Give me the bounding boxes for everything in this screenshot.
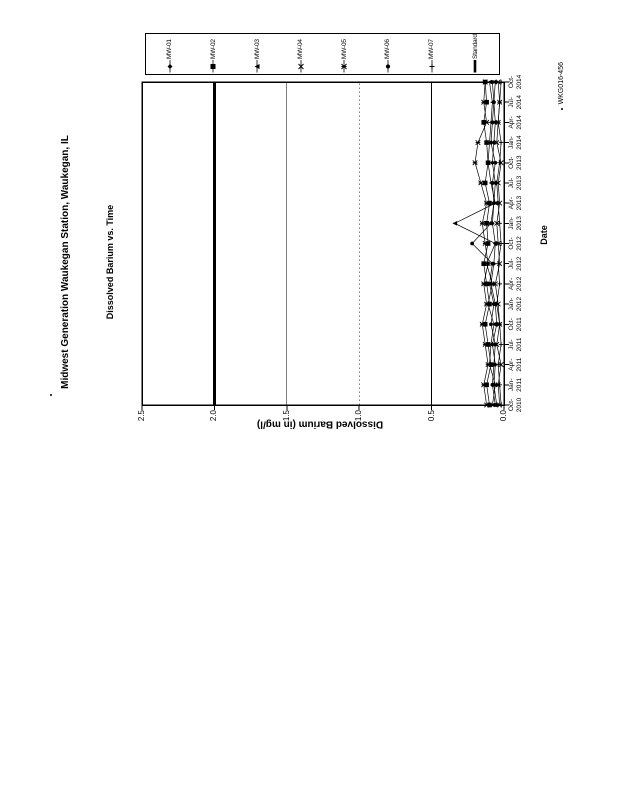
scan-speckle — [50, 394, 52, 396]
legend-box: MW-01 MW-02 MW-03 MW-04 MW-05 MW-06 MW-07 Stand… — [145, 33, 500, 75]
legend-entry-standard: Standard — [470, 34, 480, 73]
legend-label: MW-06 — [384, 39, 392, 59]
series-MW-07 — [494, 79, 504, 408]
value-tick-label: 0.0 — [499, 410, 508, 422]
legend-entry-mw-07: MW-07 — [427, 34, 437, 73]
legend-label: Standard — [471, 34, 479, 59]
series-MW-03 — [452, 79, 498, 408]
date-tick-label: Oct- 2014 — [508, 74, 523, 90]
value-tick-label: 2.5 — [137, 410, 146, 422]
legend-label: MW-01 — [166, 39, 174, 59]
plot-area — [141, 79, 509, 410]
legend-label: MW-04 — [297, 39, 305, 59]
legend-label: MW-03 — [253, 39, 261, 59]
scan-speckle — [561, 108, 563, 110]
triangle-marker-icon — [254, 60, 260, 73]
legend-label: MW-07 — [428, 39, 436, 59]
value-tick-label: 2.0 — [209, 410, 219, 422]
chart-canvas-rotated: Midwest Generation Waukegan Station, Wau… — [57, 18, 569, 430]
legend-entry-mw-01: MW-01 — [165, 34, 175, 73]
asterisk-marker-icon — [341, 60, 348, 73]
thick-line-icon — [473, 60, 477, 73]
circle-marker-icon — [385, 60, 391, 73]
value-axis-title: Dissolved Barium (in mg/l) — [256, 418, 384, 430]
square-marker-icon — [210, 60, 216, 73]
plus-marker-icon — [429, 60, 435, 73]
legend-entry-mw-02: MW-02 — [208, 34, 218, 73]
legend-label: MW-05 — [340, 39, 348, 59]
value-tick-label: 0.5 — [426, 410, 436, 422]
diamond-marker-icon — [167, 60, 173, 73]
x-marker-icon — [297, 60, 304, 73]
legend-entry-mw-03: MW-03 — [252, 34, 262, 73]
legend-label: MW-02 — [209, 39, 217, 59]
series-MW-05 — [472, 79, 491, 408]
legend-entry-mw-04: MW-04 — [296, 34, 306, 73]
legend-entry-mw-06: MW-06 — [383, 34, 393, 73]
legend-entry-mw-05: MW-05 — [339, 34, 349, 73]
figure-number: WKG016-456 — [558, 62, 565, 105]
date-axis-title: Date — [539, 225, 549, 245]
series-MW-06 — [470, 80, 498, 407]
